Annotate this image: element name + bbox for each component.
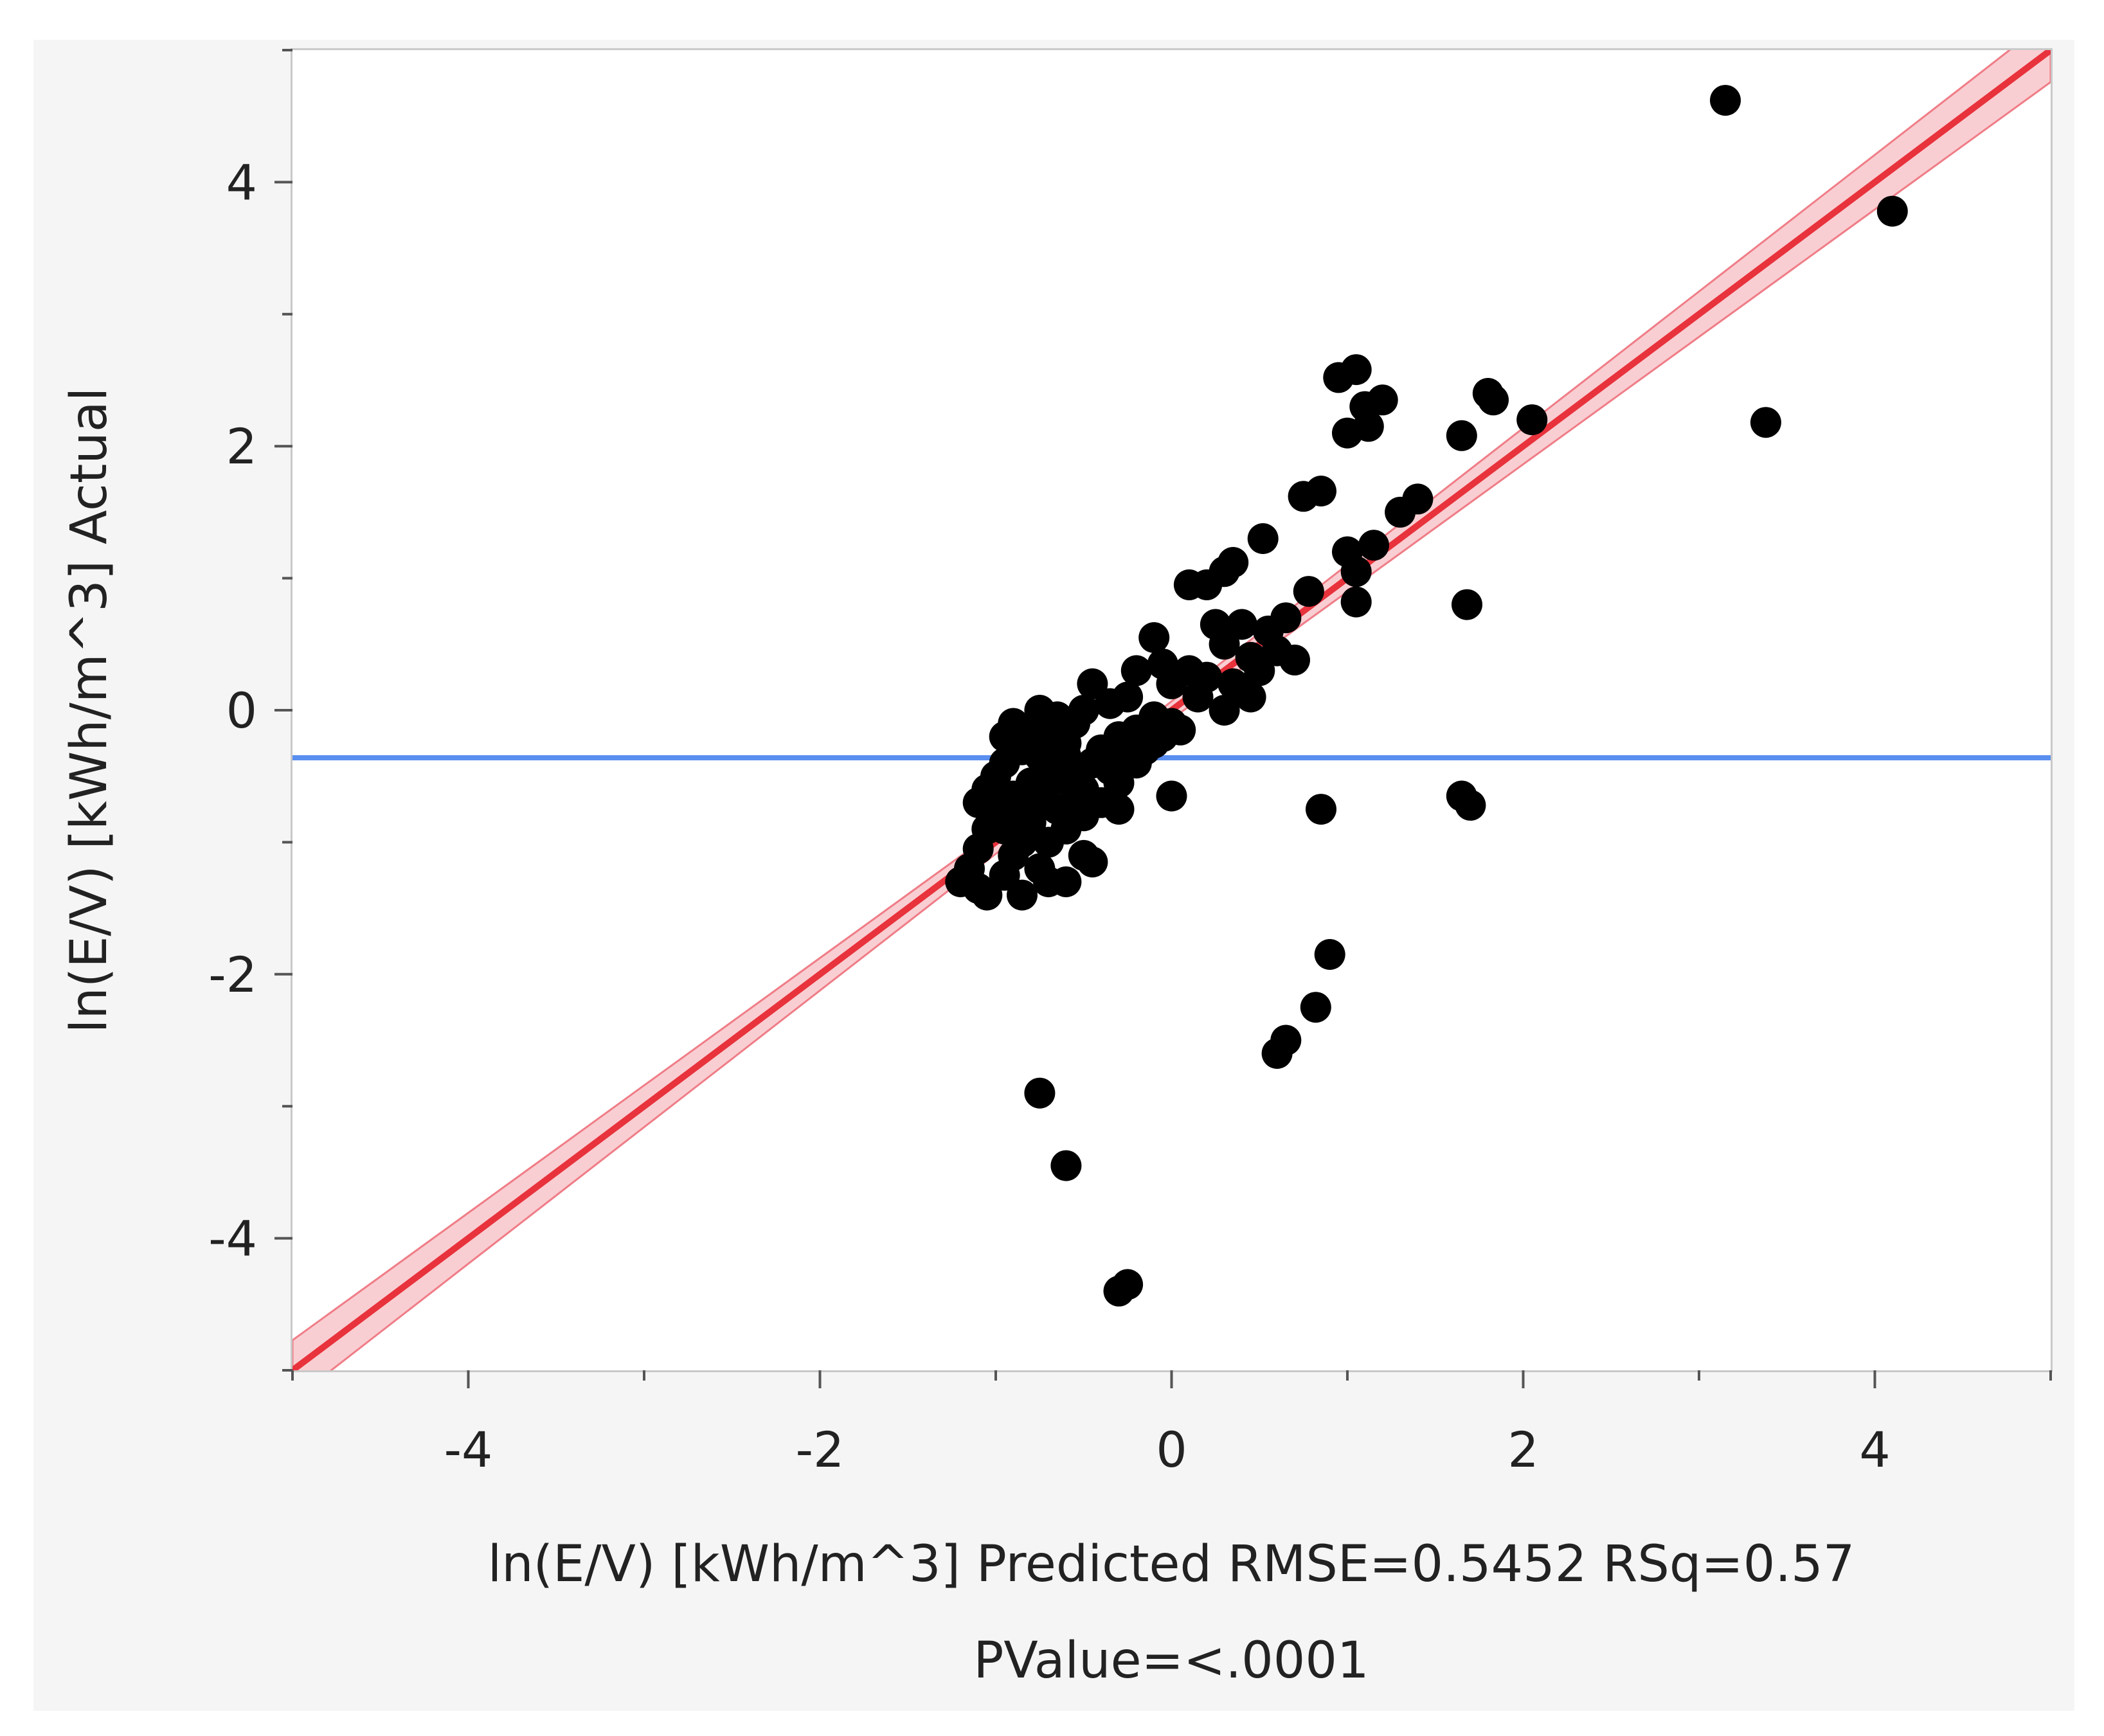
data-point (1353, 411, 1384, 442)
data-point (1015, 767, 1047, 798)
data-point (1300, 992, 1331, 1023)
data-point (1340, 556, 1372, 587)
data-point (1750, 407, 1781, 438)
data-point (1293, 576, 1324, 607)
y-tick-label: 0 (226, 682, 257, 739)
x-tick-label: 4 (1859, 1421, 1890, 1478)
data-point (1103, 794, 1135, 825)
data-point (1024, 1077, 1056, 1109)
data-point (1314, 939, 1345, 970)
data-point (1358, 530, 1389, 561)
data-point (1710, 85, 1741, 116)
data-point (1340, 354, 1372, 386)
data-point (1244, 655, 1275, 686)
data-point (1138, 622, 1170, 653)
data-point (1112, 1269, 1144, 1300)
data-point (1059, 780, 1091, 812)
data-point (1156, 780, 1187, 812)
data-point (1247, 523, 1279, 554)
data-point (1050, 866, 1082, 897)
data-point (1261, 1038, 1293, 1069)
y-axis-title: ln(E/V) [kWh/m^3] Actual (60, 388, 118, 1034)
data-point (1455, 789, 1486, 821)
data-point (1446, 420, 1477, 451)
data-point (1007, 879, 1038, 911)
y-tick-label: -4 (208, 1210, 257, 1267)
data-point (1478, 384, 1509, 416)
data-point (1120, 655, 1152, 686)
data-point (1182, 681, 1214, 713)
data-point (971, 879, 1003, 911)
y-tick-label: -2 (208, 946, 257, 1003)
data-point (1516, 404, 1548, 436)
data-point (1340, 586, 1372, 618)
x-axis-title-line2: PValue=<.0001 (973, 1632, 1369, 1690)
data-point (1007, 800, 1038, 832)
data-point (1191, 569, 1223, 600)
data-point (1279, 644, 1310, 676)
axes-layer: -4 -2 0 2 4 4 2 0 -2 -4 (208, 49, 2052, 1478)
data-point (1876, 195, 1908, 227)
data-point (1156, 668, 1187, 699)
data-point (1103, 767, 1135, 798)
data-point (1452, 589, 1482, 620)
x-tick-label: -4 (444, 1421, 493, 1478)
x-tick-label: -2 (796, 1421, 845, 1478)
data-point (1209, 629, 1240, 660)
data-point (1077, 668, 1108, 699)
data-point (1209, 695, 1240, 726)
data-point (989, 721, 1020, 753)
data-point (1367, 384, 1398, 416)
x-tick-label: 2 (1507, 1421, 1538, 1478)
data-point (1050, 1150, 1082, 1181)
data-point (1402, 483, 1434, 515)
data-point (1077, 846, 1108, 878)
data-point (1306, 476, 1336, 506)
data-point (1165, 714, 1196, 746)
data-point (1306, 794, 1336, 825)
y-tick-label: 4 (226, 154, 257, 211)
x-tick-label: 0 (1156, 1421, 1187, 1478)
data-point (1094, 688, 1126, 719)
points-layer (945, 85, 1908, 1307)
data-point (1235, 681, 1266, 713)
data-point (1226, 609, 1257, 640)
data-point (1033, 827, 1064, 858)
x-axis-title: ln(E/V) [kWh/m^3] Predicted RMSE=0.5452 … (488, 1535, 1855, 1593)
data-point (1024, 740, 1056, 772)
y-tick-label: 2 (226, 418, 257, 475)
